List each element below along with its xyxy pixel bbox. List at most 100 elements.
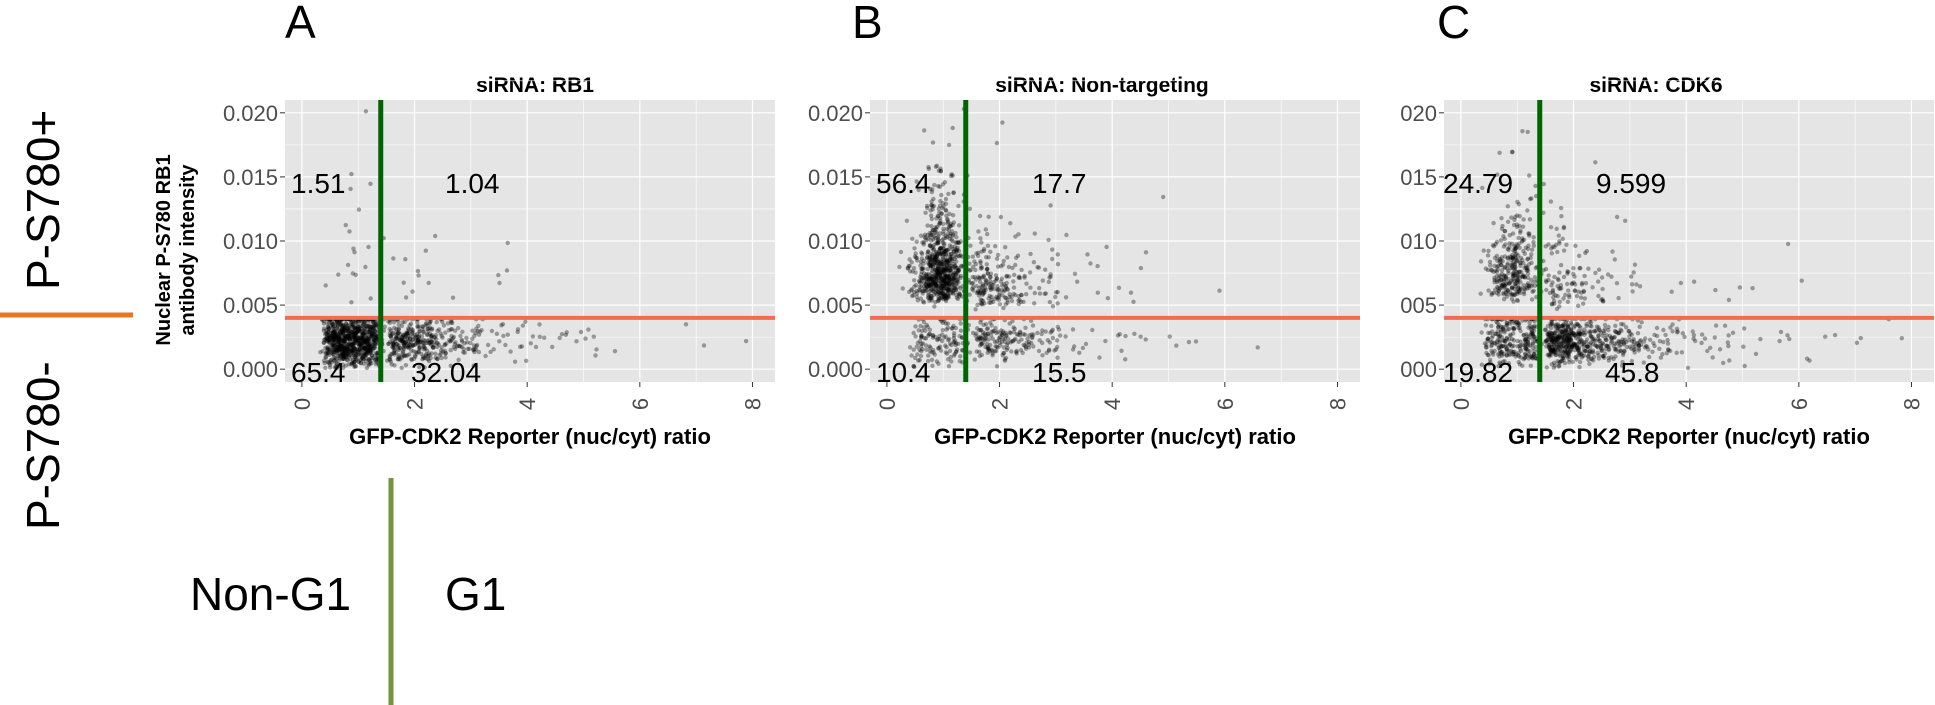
data-point [1548, 325, 1554, 331]
data-point [1691, 333, 1697, 338]
data-point [1018, 329, 1023, 334]
data-point [1556, 335, 1562, 340]
data-point [1624, 325, 1629, 330]
data-point [1576, 348, 1582, 354]
data-point [937, 210, 942, 215]
data-point [1579, 329, 1585, 334]
data-point [944, 351, 950, 356]
data-point [501, 333, 506, 339]
data-point [986, 282, 991, 287]
data-point [1705, 348, 1710, 354]
data-point [1009, 349, 1014, 354]
data-point [1485, 338, 1490, 343]
data-point [1561, 248, 1567, 253]
data-point [337, 338, 342, 343]
data-point [1546, 273, 1551, 278]
data-point [946, 274, 952, 280]
data-point [940, 277, 945, 282]
data-point [932, 275, 937, 281]
data-point [925, 205, 930, 211]
data-point [947, 273, 952, 279]
data-point [360, 357, 366, 362]
data-point [953, 325, 958, 331]
data-point [326, 340, 331, 345]
data-point [927, 230, 932, 236]
data-point [368, 349, 373, 354]
data-point [1561, 357, 1566, 362]
data-point [929, 203, 934, 208]
data-point [1514, 213, 1520, 218]
data-point [911, 364, 916, 369]
data-point [1777, 338, 1782, 344]
data-point [341, 347, 346, 352]
data-point [341, 350, 346, 356]
data-point [947, 223, 953, 228]
data-point [979, 342, 984, 347]
data-point [323, 355, 328, 360]
data-point [942, 278, 947, 283]
data-point [958, 239, 963, 244]
panel-letter: B [852, 0, 883, 48]
data-point [1589, 349, 1594, 355]
data-point [329, 357, 334, 363]
data-point [947, 278, 952, 283]
data-point [351, 341, 357, 347]
y-axis-title-line2: antibody intensity [177, 164, 199, 336]
data-point [1516, 359, 1521, 365]
data-point [1023, 325, 1028, 330]
data-point [347, 344, 352, 349]
data-point [1490, 329, 1495, 334]
data-point [1502, 328, 1507, 333]
data-point [456, 325, 461, 331]
data-point [996, 252, 1001, 258]
data-point [427, 341, 433, 346]
data-point [356, 337, 361, 343]
data-point [357, 328, 363, 333]
data-point [958, 253, 963, 258]
data-point [1047, 299, 1053, 305]
data-point [404, 331, 410, 336]
data-point [1498, 333, 1503, 338]
data-point [938, 261, 943, 267]
data-point [366, 347, 371, 353]
data-point [957, 359, 962, 364]
data-point [427, 353, 432, 358]
data-point [1730, 330, 1736, 335]
data-point [1579, 351, 1584, 356]
data-point [420, 340, 425, 345]
data-point [1854, 340, 1860, 345]
data-point [1570, 359, 1576, 365]
data-point [437, 327, 442, 332]
data-point [938, 275, 943, 280]
data-point [1531, 325, 1537, 330]
data-point [1115, 333, 1121, 338]
data-point [331, 337, 336, 343]
data-point [343, 321, 349, 326]
data-point [926, 333, 931, 338]
data-point [975, 288, 981, 294]
data-point [333, 332, 338, 338]
data-point [933, 230, 938, 235]
data-point [1479, 330, 1484, 335]
data-point [951, 276, 956, 281]
data-point [373, 319, 378, 324]
data-point [1520, 129, 1525, 134]
data-point [392, 337, 397, 342]
data-point [936, 233, 941, 239]
data-point [945, 295, 950, 300]
data-point [931, 284, 936, 289]
data-point [917, 357, 922, 363]
data-point [1787, 336, 1792, 342]
data-point [324, 336, 330, 341]
data-point [990, 353, 995, 358]
quadrant-bottom-right: 32.04 [411, 357, 481, 388]
data-point [973, 307, 978, 312]
data-point [423, 322, 428, 327]
data-point [325, 345, 330, 351]
data-point [368, 330, 373, 335]
data-point [1567, 294, 1572, 300]
data-point [1005, 255, 1010, 260]
data-point [980, 333, 985, 338]
data-point [1513, 320, 1519, 325]
